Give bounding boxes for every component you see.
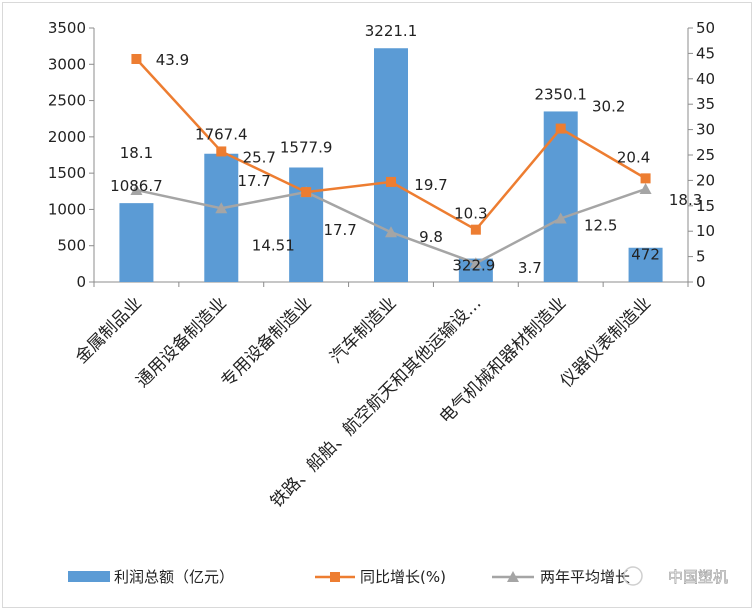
chart-axes: 0 500 1000 1500 2000 2500 3000 3500 0 5 10 15 20 25 30… — [48, 19, 715, 291]
line-series — [130, 53, 652, 269]
category-label: 仪器仪表制造业 — [557, 293, 655, 391]
y-left-tick-label: 3000 — [48, 55, 86, 73]
bar — [374, 48, 408, 282]
yoy-growth-point — [216, 146, 227, 157]
y-right-tick-label: 10 — [696, 222, 715, 240]
bar — [119, 203, 154, 282]
yoy-growth-point — [555, 123, 566, 134]
data-labels: 1086.7 1767.4 1577.9 3221.1 322.9 2350.1 472 43… — [110, 22, 702, 277]
legend-swatch-profit — [68, 571, 110, 582]
yoy-growth-label: 43.9 — [156, 51, 189, 69]
category-label: 专用设备制造业 — [217, 293, 315, 391]
two-year-avg-label: 3.7 — [518, 259, 542, 277]
legend: 利润总额（亿元） 同比增长(%) 两年平均增长 — [68, 568, 630, 586]
yoy-growth-label: 20.4 — [617, 148, 650, 166]
y-left-tick-label: 1000 — [48, 200, 86, 218]
y-left-tick-label: 3500 — [48, 19, 86, 37]
two-year-avg-point — [469, 257, 482, 269]
two-year-avg-point — [385, 226, 397, 238]
two-year-avg-label: 12.5 — [584, 217, 617, 235]
y-right-tick-label: 5 — [696, 248, 706, 266]
two-year-avg-point — [130, 184, 143, 196]
y-right-tick-label: 15 — [696, 197, 715, 215]
bar — [543, 111, 578, 282]
y-right-tick-label: 30 — [696, 121, 715, 139]
bar-value-label: 1577.9 — [280, 138, 333, 156]
bar — [204, 153, 239, 282]
bar-value-label: 1086.7 — [110, 177, 163, 195]
yoy-growth-label: 19.7 — [414, 176, 447, 194]
two-year-avg-label: 9.8 — [419, 228, 443, 246]
bar-value-label: 2350.1 — [534, 85, 587, 103]
two-year-avg-label: 18.3 — [669, 191, 702, 209]
yoy-growth-label: 30.2 — [592, 98, 625, 116]
y-right-tick-label: 25 — [696, 146, 715, 164]
legend-label-profit: 利润总额（亿元） — [114, 568, 234, 586]
y-left-tick-label: 2000 — [48, 128, 86, 146]
two-year-avg-point — [215, 202, 228, 214]
legend-label-avg: 两年平均增长 — [540, 568, 630, 586]
two-year-avg-label: 17.7 — [323, 221, 356, 239]
bar-value-label: 472 — [631, 246, 660, 264]
y-right-tick-label: 35 — [696, 95, 715, 113]
yoy-growth-label: 10.3 — [454, 205, 487, 223]
yoy-growth-label: 17.7 — [237, 172, 270, 190]
category-label: 汽车制造业 — [326, 293, 400, 367]
two-year-avg-label: 14.51 — [252, 236, 295, 254]
bar — [289, 167, 324, 282]
yoy-growth-point — [131, 53, 142, 64]
two-year-avg-label: 18.1 — [120, 144, 153, 162]
category-label: 通用设备制造业 — [133, 293, 231, 391]
y-left-tick-label: 1500 — [48, 164, 86, 182]
watermark-text: 中国塑机 — [668, 568, 728, 586]
bar-value-label: 1767.4 — [195, 126, 248, 144]
yoy-growth-point — [386, 176, 396, 187]
legend-marker-yoy — [330, 572, 340, 582]
bar — [458, 258, 493, 282]
two-year-avg-point — [639, 183, 652, 195]
y-left-tick-label: 2500 — [48, 92, 86, 110]
bar — [628, 247, 663, 282]
y-left-tick-label: 500 — [57, 237, 86, 255]
yoy-growth-point — [470, 224, 481, 235]
watermark: 中国塑机 — [623, 566, 728, 586]
bar-value-label: 322.9 — [452, 257, 495, 275]
y-right-tick-label: 0 — [696, 273, 706, 291]
yoy-growth-point — [640, 173, 651, 184]
category-label: 金属制品业 — [72, 293, 146, 367]
legend-marker-avg — [507, 571, 519, 582]
yoy-growth-point — [301, 187, 312, 198]
y-right-tick-label: 50 — [696, 19, 715, 37]
bar-series — [119, 48, 663, 282]
two-year-avg-point — [554, 212, 567, 224]
y-right-tick-label: 20 — [696, 171, 715, 189]
yoy-growth-label: 25.7 — [243, 148, 276, 166]
legend-label-yoy: 同比增长(%) — [360, 568, 446, 586]
y-right-tick-label: 40 — [696, 70, 715, 88]
watermark-logo-icon — [623, 566, 643, 586]
y-left-tick-label: 0 — [76, 273, 86, 291]
y-right-tick-label: 45 — [696, 44, 715, 62]
bar-value-label: 3221.1 — [365, 22, 418, 40]
